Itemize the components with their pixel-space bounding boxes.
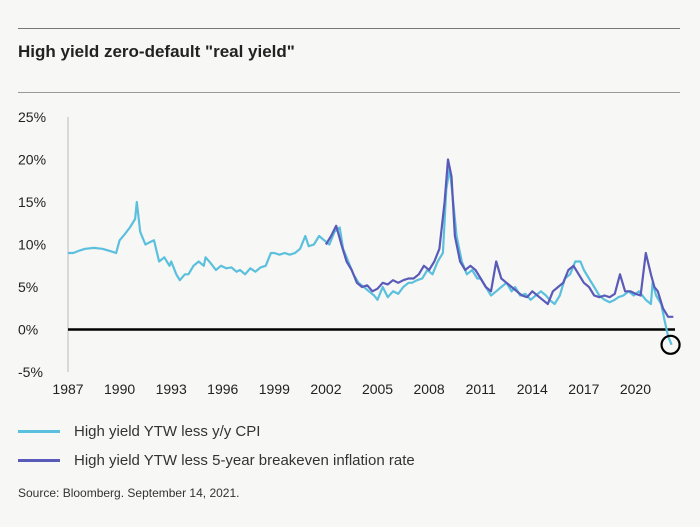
top-rule	[18, 28, 680, 29]
title-rule	[18, 92, 680, 93]
x-tick-label: 1996	[207, 381, 238, 397]
y-tick-label: 10%	[18, 237, 46, 253]
x-tick-label: 2002	[310, 381, 341, 397]
legend-swatch-breakeven	[18, 458, 60, 462]
legend-item-breakeven: High yield YTW less 5-year breakeven inf…	[18, 450, 415, 470]
x-tick-label: 2008	[414, 381, 445, 397]
x-tick-label: 1993	[156, 381, 187, 397]
y-tick-label: 5%	[18, 279, 38, 295]
y-tick-label: 20%	[18, 152, 46, 168]
y-tick-label: -5%	[18, 364, 43, 380]
y-tick-label: 15%	[18, 194, 46, 210]
x-tick-label: 2014	[517, 381, 548, 397]
legend-swatch-cpi	[18, 429, 60, 433]
legend-label-cpi: High yield YTW less y/y CPI	[74, 422, 261, 440]
legend-item-cpi: High yield YTW less y/y CPI	[18, 421, 260, 441]
chart-title: High yield zero-default "real yield"	[18, 42, 295, 61]
latest-reading-circle	[660, 334, 681, 355]
x-tick-label: 1999	[259, 381, 290, 397]
source-note: Source: Bloomberg. September 14, 2021.	[18, 486, 240, 500]
x-tick-label: 2005	[362, 381, 393, 397]
x-tick-label: 2011	[466, 381, 496, 397]
x-tick-label: 2017	[568, 381, 599, 397]
series-line-breakeven	[324, 158, 674, 318]
legend-label-breakeven: High yield YTW less 5-year breakeven inf…	[74, 451, 415, 469]
y-tick-label: 25%	[18, 109, 46, 125]
x-tick-label: 2020	[620, 381, 651, 397]
y-tick-label: 0%	[18, 322, 38, 338]
x-tick-label: 1987	[52, 381, 83, 397]
series-line-cpi	[68, 166, 673, 346]
x-tick-label: 1990	[104, 381, 135, 397]
